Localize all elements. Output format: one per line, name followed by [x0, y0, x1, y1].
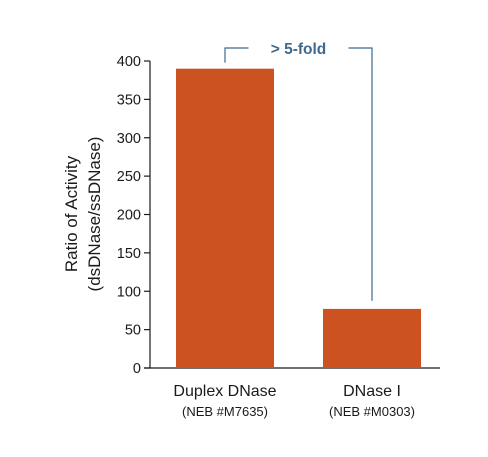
bracket-left — [224, 47, 249, 63]
y-tick-label: 50 — [125, 323, 141, 339]
y-axis-label: Ratio of Activity (dsDNase/ssDNase) — [62, 137, 104, 292]
bars — [176, 68, 421, 369]
fold-change-annotation: > 5-fold — [224, 41, 373, 301]
x-category-sublabel: (NEB #M7635) — [182, 404, 268, 419]
x-category-label: Duplex DNase — [173, 383, 276, 400]
bar — [176, 68, 274, 369]
y-tick-label: 0 — [133, 361, 141, 377]
y-tick-label: 400 — [117, 54, 141, 70]
y-tick-label: 200 — [117, 208, 141, 224]
y-tick-label: 300 — [117, 131, 141, 147]
y-tick-label: 350 — [117, 92, 141, 108]
y-axis-label-line-1: Ratio of Activity — [62, 155, 81, 272]
x-category-sublabel: (NEB #M0303) — [329, 404, 415, 419]
y-axis-label-line-2: (dsDNase/ssDNase) — [85, 137, 104, 292]
y-axis-ticks: 0 50 100 150 200 250 300 350 400 — [117, 54, 150, 377]
x-axis-category-labels: Duplex DNase (NEB #M7635) DNase I (NEB #M03… — [173, 383, 415, 419]
y-tick-label: 250 — [117, 169, 141, 185]
fold-change-label: > 5-fold — [271, 41, 327, 58]
bar — [323, 308, 421, 368]
y-tick-label: 100 — [117, 284, 141, 300]
bracket-right — [348, 47, 373, 301]
x-category-label: DNase I — [343, 383, 401, 400]
y-tick-label: 150 — [117, 246, 141, 262]
